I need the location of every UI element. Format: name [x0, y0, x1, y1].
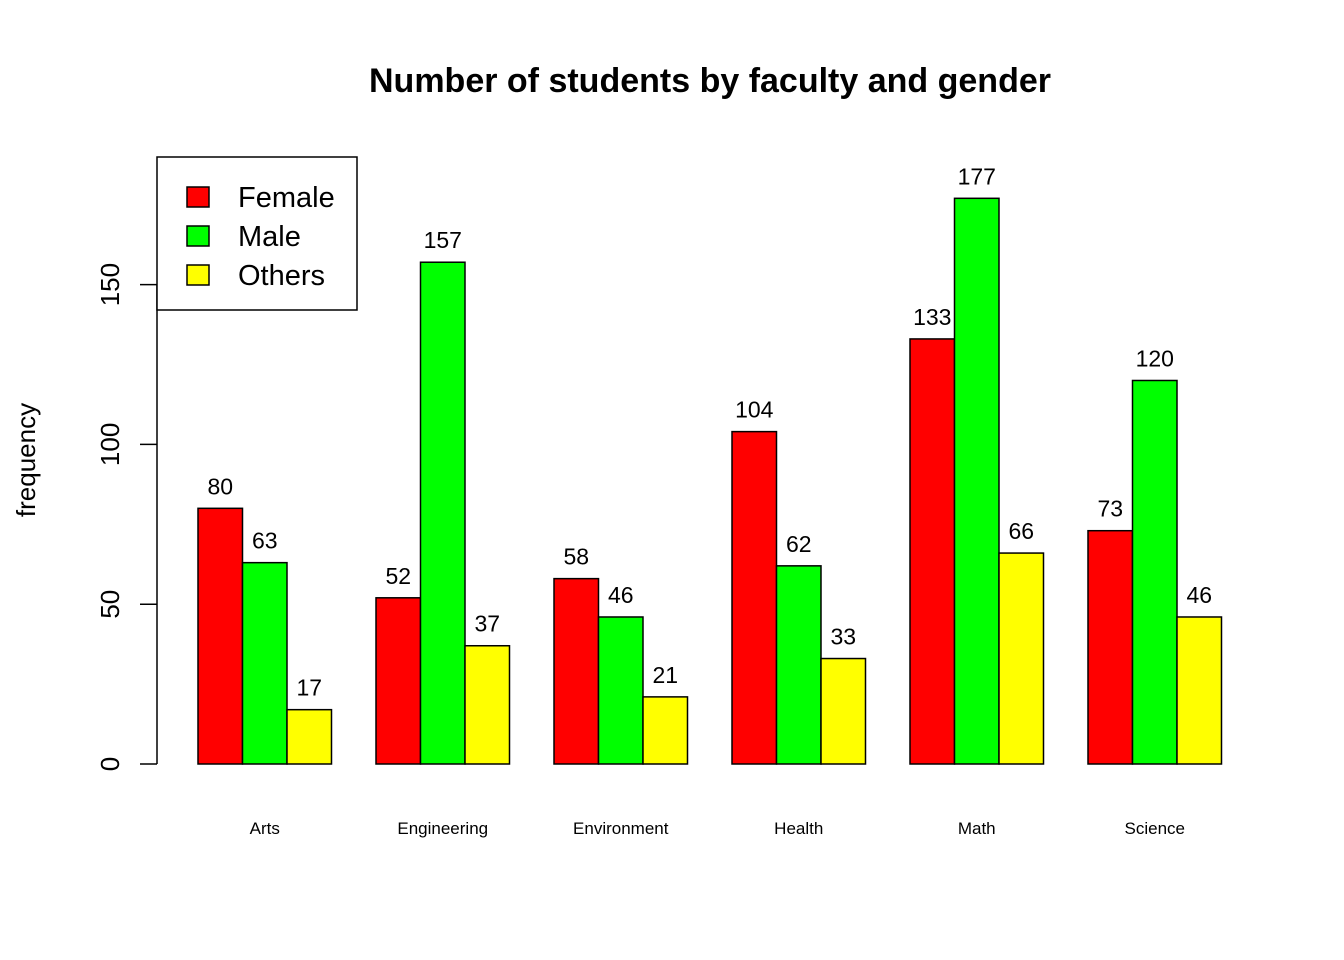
data-label: 66 — [1008, 518, 1034, 544]
bar-others-environment — [642, 696, 689, 765]
bar-female-arts — [197, 507, 244, 765]
bar-others-engineering — [464, 644, 511, 765]
legend-swatch-others — [186, 264, 210, 286]
bar-female-engineering — [375, 597, 422, 765]
data-label: 37 — [474, 611, 500, 637]
data-label: 46 — [608, 582, 634, 608]
data-label: 58 — [563, 544, 589, 570]
y-tick-label: 50 — [95, 590, 125, 619]
bar-others-health — [820, 657, 867, 765]
data-label: 52 — [385, 563, 411, 589]
legend: Female Male Others — [156, 156, 358, 311]
data-label: 17 — [296, 675, 322, 701]
bar-male-health — [775, 565, 822, 765]
bar-female-math — [909, 338, 956, 765]
x-category-label: Arts — [250, 819, 280, 838]
data-label: 21 — [652, 662, 678, 688]
x-category-label: Environment — [573, 819, 669, 838]
x-category-label: Science — [1125, 819, 1185, 838]
bar-female-science — [1087, 529, 1134, 765]
bars-group — [197, 197, 1223, 765]
data-label: 177 — [958, 163, 996, 189]
y-tick-label: 150 — [95, 263, 125, 306]
data-label: 33 — [830, 624, 856, 650]
category-labels-group: Arts Engineering Environment Health Math Scie… — [250, 819, 1185, 838]
y-axis: 0 50 100 150 — [95, 263, 158, 771]
bar-female-environment — [553, 577, 600, 765]
x-category-label: Engineering — [397, 819, 488, 838]
data-label: 62 — [786, 531, 812, 557]
data-label: 120 — [1136, 345, 1174, 371]
data-label: 73 — [1097, 496, 1123, 522]
bar-others-math — [998, 552, 1045, 765]
bar-male-engineering — [419, 261, 466, 765]
chart-title: Number of students by faculty and gender — [369, 62, 1051, 100]
data-labels-group: 80 63 17 52 157 37 58 46 21 104 62 33 133 177 66 73 120 4… — [207, 163, 1212, 700]
x-category-label: Health — [774, 819, 823, 838]
legend-swatch-male — [186, 225, 210, 247]
bar-male-math — [953, 197, 1000, 765]
y-tick-label: 100 — [95, 423, 125, 466]
y-axis-label: frequency — [11, 403, 41, 517]
data-label: 133 — [913, 304, 951, 330]
x-category-label: Math — [958, 819, 996, 838]
bar-others-science — [1176, 616, 1223, 765]
legend-swatch-female — [186, 186, 210, 208]
data-label: 46 — [1186, 582, 1212, 608]
bar-male-environment — [597, 616, 644, 765]
data-label: 104 — [735, 397, 774, 423]
bar-male-science — [1131, 379, 1178, 765]
bar-male-arts — [241, 561, 288, 765]
y-tick-label: 0 — [95, 757, 125, 771]
data-label: 63 — [252, 528, 278, 554]
data-label: 80 — [207, 473, 233, 499]
data-label: 157 — [424, 227, 462, 253]
legend-label-male: Male — [238, 221, 301, 253]
bar-others-arts — [286, 708, 333, 765]
legend-label-others: Others — [238, 260, 325, 292]
bar-female-health — [731, 430, 778, 765]
legend-label-female: Female — [238, 182, 335, 214]
